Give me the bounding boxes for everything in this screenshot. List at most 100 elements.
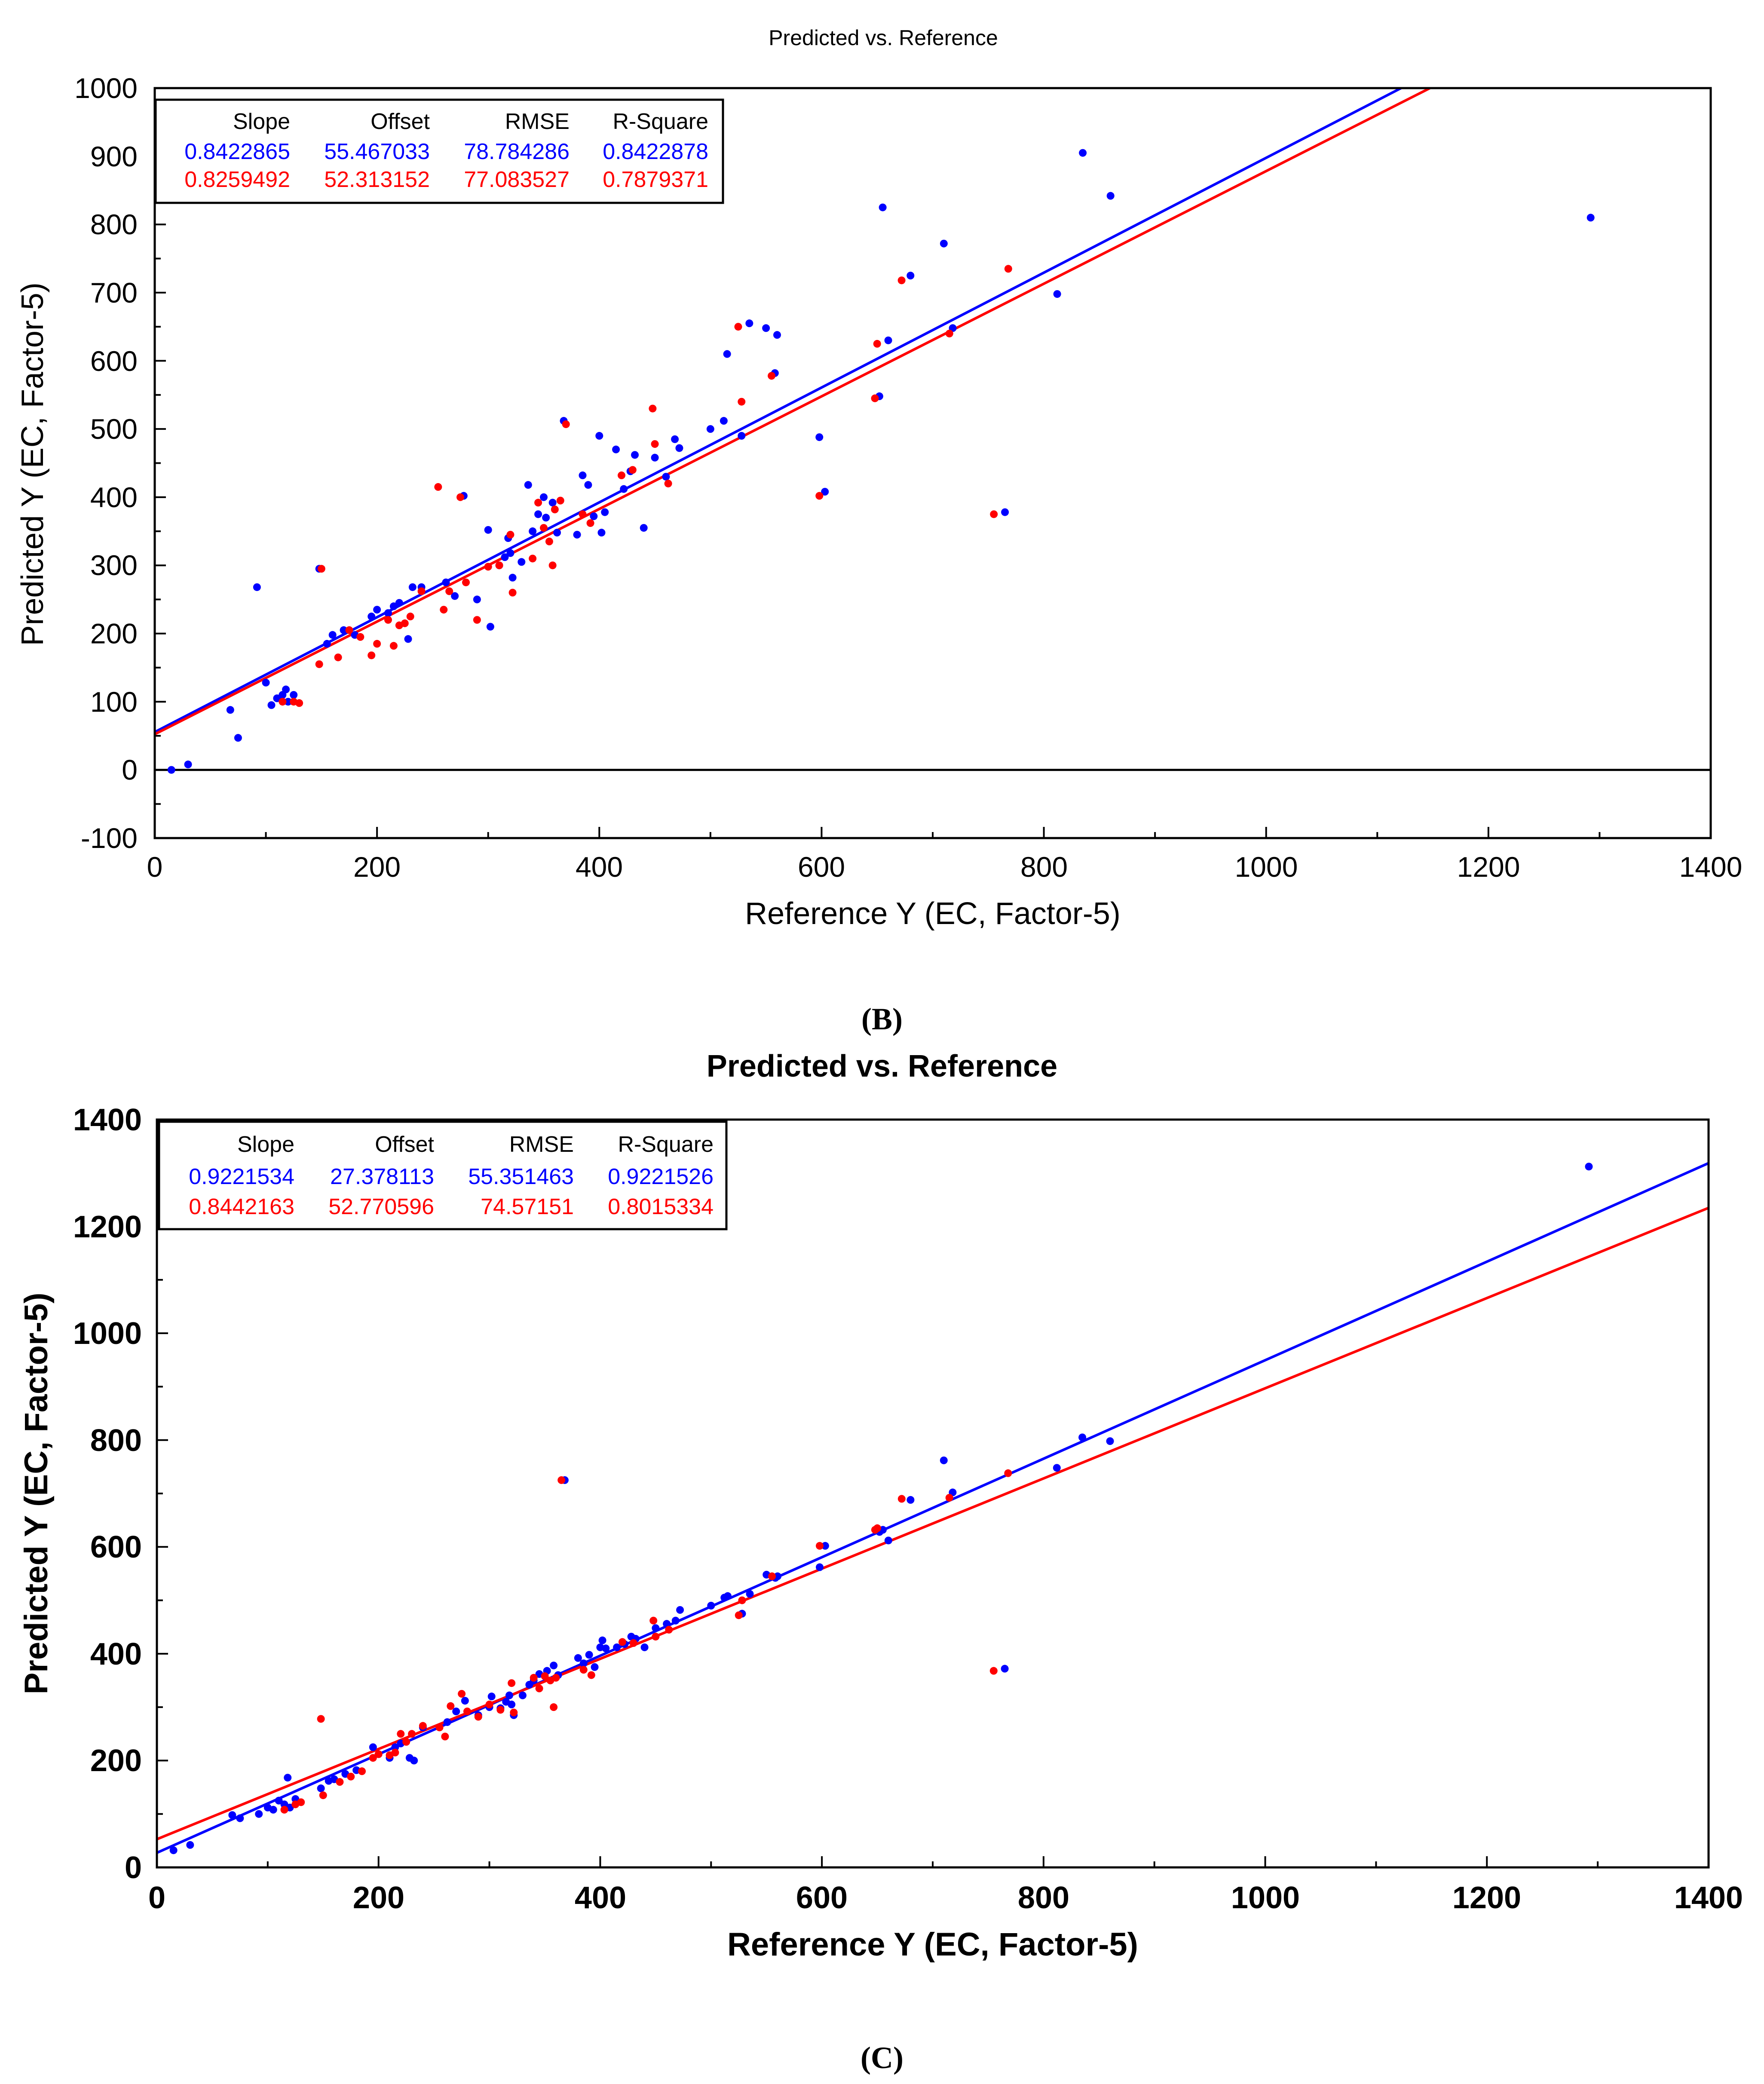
chart-c-calibration-point [774, 1572, 781, 1580]
chart-b-validation-point [368, 651, 376, 659]
chart-c-validation-point [989, 1667, 998, 1675]
chart-b-x-tick: 400 [576, 851, 623, 883]
chart-c-x-tick: 400 [575, 1881, 626, 1915]
chart-c-calibration-point [550, 1662, 558, 1670]
chart-b-calibration-point [738, 432, 746, 440]
chart-b-x-tick: 1000 [1235, 851, 1298, 883]
chart-b-calibration-point [501, 553, 509, 561]
chart-b-validation-point [529, 554, 537, 563]
chart-c-validation-point [317, 1715, 325, 1723]
chart-b-validation-point [618, 471, 625, 480]
chart-b-validation-point [945, 330, 953, 338]
chart-c-validation-point [619, 1638, 626, 1646]
chart-b-calibration-point [590, 512, 598, 520]
chart-c-calibration-point [663, 1620, 671, 1628]
chart-c-validation-point [945, 1493, 953, 1502]
chart-b-calibration-point [815, 433, 824, 441]
chart-c-calibration-point [228, 1811, 236, 1819]
chart-c-calibration-point [169, 1846, 178, 1854]
chart-b-validation-point [508, 588, 517, 597]
chart-c-validation-point [485, 1700, 493, 1708]
chart-c-x-tick: 1400 [1674, 1881, 1743, 1915]
chart-b-calibration-point [879, 203, 887, 211]
chart-c-validation-point [319, 1791, 327, 1799]
chart-c-calibration-point [640, 1643, 649, 1651]
chart-c-calibration-point [613, 1643, 621, 1651]
chart-c-y-tick: 1400 [73, 1103, 142, 1137]
chart-c-stats-header: RMSE [509, 1132, 574, 1157]
chart-c-calibration-point [815, 1563, 824, 1571]
chart-b-stats-calibration-offset: 55.467033 [324, 139, 430, 164]
chart-b-x-tick: 600 [798, 851, 845, 883]
chart-c-stats-calibration-offset: 27.378113 [330, 1164, 434, 1189]
chart-c-validation-point [447, 1702, 455, 1710]
chart-c-calibration-point [443, 1718, 451, 1726]
chart-c-validation-point [587, 1671, 595, 1679]
chart-b-validation-point [356, 633, 364, 641]
chart-c-calibration-fit-line [156, 1162, 1709, 1854]
chart-b-calibration-point [1001, 508, 1009, 516]
chart-b-calibration-point [508, 574, 517, 582]
chart-c-calibration-point [186, 1841, 194, 1849]
chart-b-x-tick: 1200 [1457, 851, 1520, 883]
chart-b-calibration-point [595, 432, 603, 440]
chart-c-calibration-point [884, 1536, 892, 1545]
chart-b-validation-point [445, 587, 453, 595]
chart-c-x-tick: 600 [796, 1881, 848, 1915]
chart-c-calibration-point [410, 1757, 418, 1765]
chart-b-y-tick: 300 [90, 549, 138, 581]
chart-b-calibration-point [368, 612, 376, 621]
chart-c-x-tick: 0 [148, 1881, 165, 1915]
chart-c-validation-point [873, 1524, 882, 1532]
chart-b-calibration-point [540, 493, 548, 501]
chart-b-y-tick: 900 [90, 141, 138, 172]
chart-c-validation-point [541, 1672, 549, 1680]
chart-b-caption: (B) [861, 1002, 903, 1036]
chart-c-calibration-point [1053, 1464, 1061, 1472]
chart-c-stats-header: R-Square [618, 1132, 714, 1157]
chart-c-points [169, 1163, 1593, 1854]
chart-c-validation-point [552, 1674, 560, 1682]
chart-b-validation-point [556, 496, 564, 505]
chart-c-calibration-point [255, 1810, 263, 1818]
chart-b-validation-point [1004, 265, 1012, 273]
chart-c-stats-box [158, 1120, 728, 1230]
chart-b-validation-point [389, 642, 398, 650]
chart-c-validation-point [649, 1616, 658, 1625]
chart-b-calibration-point [226, 706, 234, 714]
chart-c-validation-point [897, 1495, 906, 1503]
chart-c-validation-point [535, 1684, 543, 1692]
chart-c-validation-point [297, 1798, 305, 1806]
chart-b-validation-point [545, 537, 553, 545]
chart-b-validation-point [279, 698, 287, 706]
chart-b-validation-point [815, 492, 824, 500]
chart-c-validation-point [397, 1730, 405, 1738]
chart-c-calibration-point [1585, 1163, 1593, 1171]
chart-c-calibration-point [906, 1496, 915, 1504]
chart-b-calibration-point [290, 691, 298, 699]
chart-c-calibration-point [746, 1590, 754, 1598]
chart-c-validation-point [815, 1542, 824, 1550]
chart-b-validation-point [579, 510, 587, 518]
chart-b-validation-point [345, 626, 353, 634]
chart-b-calibration-point [671, 435, 679, 443]
chart-b-y-ticks: -100 0 100 200 300 400 500 600 700 800 9… [74, 72, 138, 854]
chart-b-x-tick: 200 [353, 851, 401, 883]
chart-c-validation-point [347, 1772, 355, 1781]
chart-b-validation-point [484, 563, 492, 571]
chart-c-calibration-point [671, 1616, 680, 1625]
chart-c-y-tick: 600 [90, 1530, 142, 1564]
chart-c-validation-point [458, 1690, 466, 1698]
chart-c-validation-point [579, 1666, 588, 1674]
chart-b-calibration-point [542, 514, 550, 522]
chart-c-y-tick: 1000 [73, 1316, 142, 1351]
chart-c-x-axis-label: Reference Y (EC, Factor-5) [727, 1926, 1138, 1963]
chart-b-validation-point [440, 606, 448, 614]
chart-b-calibration-point [940, 239, 948, 248]
chart-b-stats-calibration-rsquare: 0.8422878 [603, 139, 708, 164]
chart-b-y-tick: 100 [90, 686, 138, 718]
chart-b-validation-point [873, 340, 881, 348]
chart-c-calibration-point [269, 1806, 277, 1814]
chart-b-calibration-point [631, 451, 639, 459]
